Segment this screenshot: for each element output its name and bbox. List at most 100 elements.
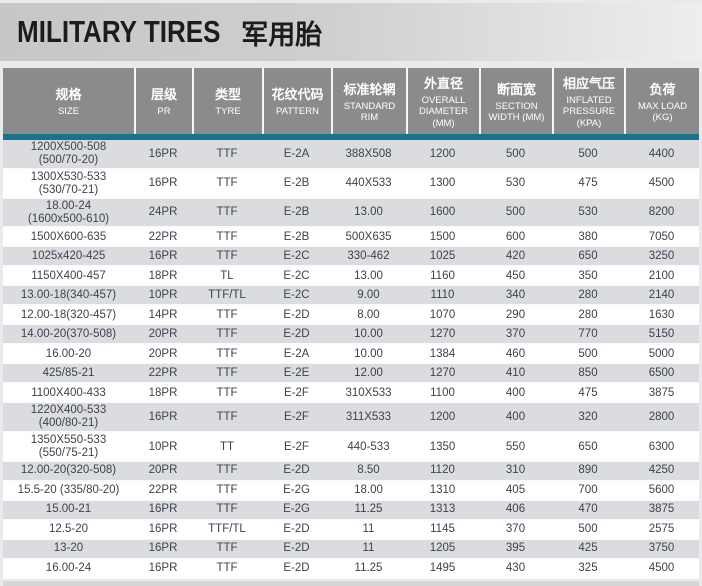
column-header-zh: 类型 [214, 87, 241, 103]
inflated-pressure-cell: 425 [578, 542, 598, 555]
standard-rim-cell: 11.25 [354, 562, 383, 575]
pattern-cell: E-2F [284, 386, 309, 399]
size-value: 16.00-20 [45, 347, 92, 360]
size-value: 1500X600-635 [30, 230, 107, 243]
section-width-cell: 406 [505, 503, 526, 516]
pr-cell: 20PR [148, 347, 178, 360]
table-row: 1200X500-508 (500/70-20) 16PR TTF E-2A 388X50… [3, 140, 699, 170]
column-header-zh: 花纹代码 [271, 87, 324, 103]
section-width-cell: 310 [505, 464, 526, 477]
max-load-cell: 3875 [648, 386, 675, 399]
inflated-pressure-cell: 850 [578, 366, 598, 379]
inflated-pressure-cell: 280 [578, 308, 598, 321]
max-load-cell: 2800 [648, 410, 675, 423]
standard-rim-cell: 18.00 [354, 484, 383, 497]
size-value: 12.5-20 [48, 523, 88, 536]
column-header-en: PR [157, 106, 171, 118]
column-header-pattern: 花纹代码 PATTERN [262, 68, 331, 135]
section-width-cell: 340 [505, 288, 526, 301]
column-header-pr: 层级 PR [134, 68, 192, 135]
max-load-cell: 2140 [648, 288, 675, 301]
pattern-cell: E-2C [283, 249, 310, 262]
size-value: 425/85-21 [42, 366, 95, 379]
size-value: 13.00-18(340-457) [20, 288, 117, 301]
overall-diameter-cell: 1500 [429, 230, 456, 243]
column-header-en: SIZE [57, 106, 80, 118]
column-header-max-load: 负荷 MAX LOAD (KG) [624, 68, 699, 135]
pr-cell: 14PR [148, 308, 178, 321]
tyre-cell: TL [220, 269, 234, 282]
standard-rim-cell: 310X533 [345, 386, 392, 399]
pr-cell: 16PR [148, 562, 178, 575]
max-load-cell: 1630 [648, 308, 675, 321]
pattern-cell: E-2D [283, 542, 310, 555]
inflated-pressure-cell: 470 [578, 503, 598, 516]
size-cell: 1350X550-533 (550/75-21) [3, 433, 134, 461]
tyre-cell: TTF [216, 147, 238, 160]
size-cell: 13-20 [3, 540, 134, 558]
overall-diameter-cell: 1495 [429, 562, 456, 575]
pr-cell: 20PR [148, 464, 178, 477]
standard-rim-cell: 13.00 [354, 206, 383, 219]
overall-diameter-cell: 1145 [430, 523, 455, 536]
column-header-en: MAX LOAD (KG) [637, 100, 688, 124]
inflated-pressure-cell: 500 [578, 347, 598, 360]
standard-rim-cell: 440-533 [347, 440, 390, 453]
table-row: 15.5-20 (335/80-20) 22PR TTF E-2G 18.00 1310 4… [3, 481, 699, 501]
size-cell: 13.00-18(340-457) [3, 286, 134, 304]
section-width-cell: 395 [505, 542, 526, 555]
page-title: MILITARY TIRES [17, 14, 221, 49]
overall-diameter-cell: 1100 [430, 386, 455, 399]
standard-rim-cell: 8.50 [357, 464, 380, 477]
inflated-pressure-cell: 280 [578, 288, 598, 301]
table-row: 13.00-18(340-457) 10PR TTF/TL E-2C 9.00 1110 3… [3, 286, 699, 307]
standard-rim-cell: 10.00 [354, 327, 383, 340]
inflated-pressure-cell: 770 [578, 327, 598, 340]
size-value: 18.00-24 [45, 199, 92, 212]
pr-cell: 18PR [148, 386, 178, 399]
pattern-cell: E-2D [283, 464, 310, 477]
inflated-pressure-cell: 500 [578, 523, 598, 536]
pattern-cell: E-2E [283, 366, 310, 379]
size-value: 1100X400-433 [31, 386, 106, 399]
inflated-pressure-cell: 890 [578, 464, 598, 477]
column-header-en: PATTERN [276, 106, 319, 118]
size-value: 1025x420-425 [31, 249, 106, 262]
overall-diameter-cell: 1270 [429, 366, 456, 379]
pr-cell: 16PR [148, 177, 178, 190]
pattern-cell: E-2G [283, 503, 310, 516]
standard-rim-cell: 10.00 [354, 347, 383, 360]
inflated-pressure-cell: 350 [578, 269, 598, 282]
max-load-cell: 4500 [648, 177, 675, 190]
standard-rim-cell: 11 [362, 523, 375, 536]
tyre-cell: TTF [216, 464, 238, 477]
section-width-cell: 500 [505, 147, 526, 160]
column-header-zh: 相应气压 [562, 76, 615, 91]
section-width-cell: 530 [505, 177, 526, 190]
pr-cell: 24PR [148, 206, 178, 219]
size-subvalue: (530/70-21) [38, 183, 99, 196]
table-row: 16.00-20 20PR TTF E-2A 10.00 1384 460 500 5000 [3, 345, 699, 365]
max-load-cell: 5000 [648, 347, 675, 360]
column-header-zh: 标准轮辋 [343, 81, 396, 97]
pr-cell: 18PR [148, 269, 178, 282]
column-header-zh: 外直径 [423, 76, 463, 91]
size-cell: 12.00-20(320-508) [3, 462, 134, 480]
table-row: 12.5-20 16PR TTF/TL E-2D 11 1145 370 500 2575 [3, 520, 699, 540]
max-load-cell: 5150 [648, 327, 675, 340]
section-width-cell: 430 [505, 562, 526, 575]
tyre-cell: TTF [216, 562, 238, 575]
column-header-tyre: 类型 TYRE [192, 68, 262, 135]
standard-rim-cell: 8.00 [357, 308, 380, 321]
pr-cell: 10PR [148, 288, 178, 301]
column-header-en: TYRE [215, 106, 241, 118]
inflated-pressure-cell: 320 [578, 410, 598, 423]
standard-rim-cell: 440X533 [345, 177, 392, 190]
size-subvalue: (400/80-21) [38, 417, 99, 430]
section-width-cell: 550 [505, 440, 526, 453]
inflated-pressure-cell: 325 [578, 562, 598, 575]
tyre-cell: TTF [216, 206, 238, 219]
column-header-zh: 负荷 [649, 81, 676, 97]
size-cell: 14.00-20(370-508) [3, 325, 134, 343]
table-row: 1100X400-433 18PR TTF E-2F 310X533 1100 400 475… [3, 384, 699, 404]
